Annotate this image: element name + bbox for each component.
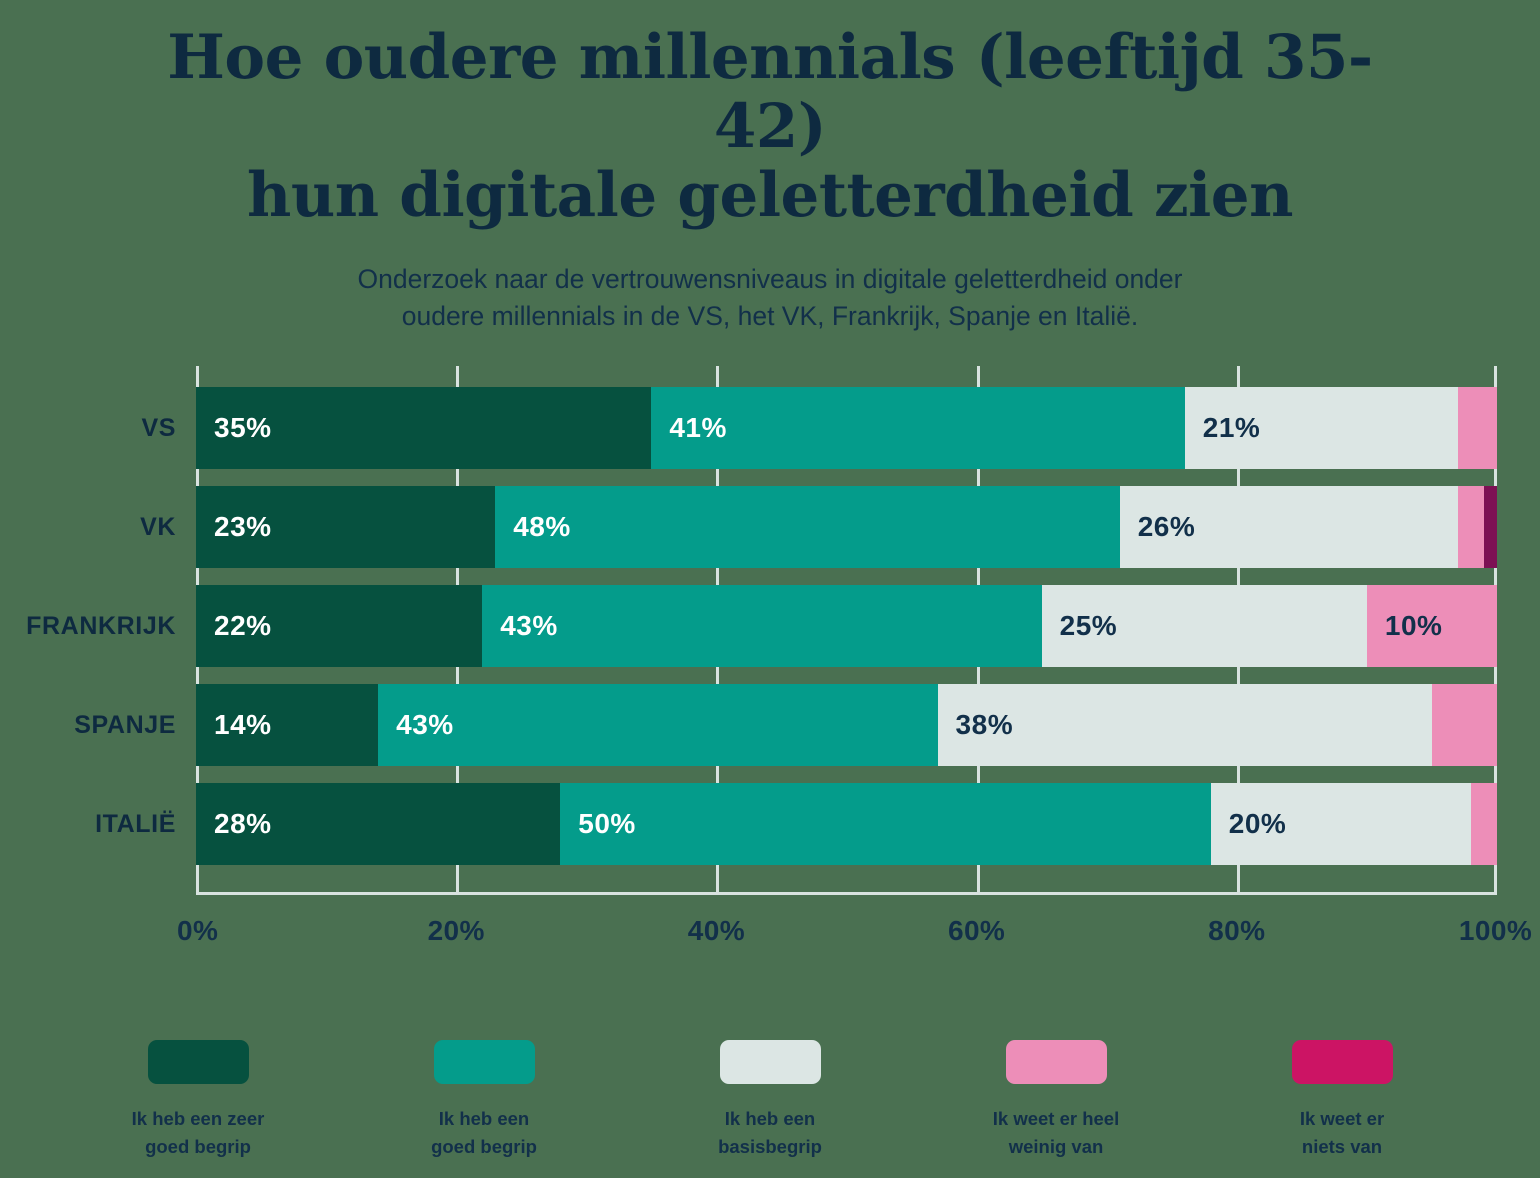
page-title: Hoe oudere millennials (leeftijd 35-42) … xyxy=(167,22,1373,231)
legend-label: Ik weet er heel weinig van xyxy=(992,1108,1120,1157)
bar-segment: 10% xyxy=(1366,585,1497,667)
x-tick-label: 100% xyxy=(1458,915,1533,946)
x-tick-label: 0% xyxy=(177,915,219,946)
bar-value-label: 50% xyxy=(578,808,636,839)
row-label-italië: ITALIË xyxy=(95,810,176,838)
legend-item[interactable]: Ik weet er niets van xyxy=(1260,1040,1425,1161)
bar-segment: 25% xyxy=(1041,585,1367,667)
legend-swatch-icon xyxy=(719,1040,821,1084)
bar-segment xyxy=(1470,783,1497,865)
bar-segment: 23% xyxy=(196,486,496,568)
legend-item[interactable]: Ik weet er heel weinig van xyxy=(974,1040,1139,1161)
bar-rows: VS 35% 41% 21% VK 23% 48% 26% FRANKRIJK 22% 43% 25%… xyxy=(26,366,1497,895)
bar-value-label: 20% xyxy=(1228,808,1287,839)
legend-swatch-icon xyxy=(147,1040,249,1084)
bar-value-label: 43% xyxy=(396,709,454,740)
bar-value-label: 43% xyxy=(500,610,558,641)
bar-segment: 28% xyxy=(196,783,561,865)
bar-value-label: 26% xyxy=(1137,511,1196,542)
legend-item[interactable]: Ik heb een zeer goed begrip xyxy=(116,1040,281,1161)
bar-segment: 48% xyxy=(495,486,1120,568)
legend-item[interactable]: Ik heb een goed begrip xyxy=(402,1040,567,1161)
bar-value-label: 14% xyxy=(214,709,272,740)
legend-label: Ik heb een basisbegrip xyxy=(718,1108,822,1157)
bar-value-label: 10% xyxy=(1384,610,1443,641)
bar-value-label: 23% xyxy=(214,511,272,542)
bar-segment: 38% xyxy=(937,684,1432,766)
chart-plot-area: VS 35% 41% 21% VK 23% 48% 26% FRANKRIJK 22% 43% 25%… xyxy=(0,366,1540,896)
legend-swatch-icon xyxy=(1005,1040,1107,1084)
x-tick-label: 80% xyxy=(1208,915,1266,946)
legend-item[interactable]: Ik heb een basisbegrip xyxy=(688,1040,853,1161)
row-label-vs: VS xyxy=(141,414,176,442)
bar-segment xyxy=(1457,486,1484,568)
chart-subtitle: Onderzoek naar de vertrouwensniveaus in … xyxy=(357,263,1183,332)
row-label-frankrijk: FRANKRIJK xyxy=(26,612,176,640)
chart-legend: Ik heb een zeer goed begrip Ik heb een go… xyxy=(0,1040,1540,1161)
legend-label: Ik heb een zeer goed begrip xyxy=(131,1108,265,1157)
legend-swatch-icon xyxy=(433,1040,535,1084)
bar-row: ITALIË 28% 50% 20% xyxy=(95,783,1497,865)
bar-segment: 41% xyxy=(651,387,1185,469)
bar-value-label: 35% xyxy=(214,412,272,443)
bar-segment xyxy=(1457,387,1497,469)
x-tick-label: 60% xyxy=(947,915,1006,946)
bar-segment xyxy=(1483,486,1497,568)
legend-label: Ik heb een goed begrip xyxy=(431,1108,537,1157)
legend-swatch-icon xyxy=(1291,1040,1393,1084)
bar-segment: 26% xyxy=(1119,486,1458,568)
bar-row: VS 35% 41% 21% xyxy=(141,387,1497,469)
bar-value-label: 38% xyxy=(955,709,1014,740)
bar-value-label: 21% xyxy=(1202,412,1261,443)
bar-value-label: 28% xyxy=(214,808,272,839)
bar-segment: 21% xyxy=(1184,387,1458,469)
bar-segment: 43% xyxy=(378,684,938,766)
row-label-vk: VK xyxy=(140,513,176,541)
chart-header: Hoe oudere millennials (leeftijd 35-42) … xyxy=(0,0,1540,336)
bar-segment: 35% xyxy=(196,387,652,469)
legend-label: Ik weet er niets van xyxy=(1299,1108,1385,1157)
x-axis-ticks: 0% 20% 40% 60% 80% 100% xyxy=(0,915,1540,965)
bar-value-label: 22% xyxy=(214,610,272,641)
row-label-spanje: SPANJE xyxy=(74,711,176,739)
x-tick-label: 40% xyxy=(687,915,746,946)
bar-row: FRANKRIJK 22% 43% 25% 10% xyxy=(26,585,1497,667)
bar-value-label: 48% xyxy=(513,511,571,542)
bar-segment: 22% xyxy=(196,585,483,667)
bar-segment: 50% xyxy=(560,783,1211,865)
bar-segment: 20% xyxy=(1210,783,1471,865)
bar-segment: 43% xyxy=(482,585,1042,667)
bar-value-label: 25% xyxy=(1059,610,1118,641)
bar-segment: 14% xyxy=(196,684,379,766)
bar-row: SPANJE 14% 43% 38% xyxy=(74,684,1497,766)
bar-row: VK 23% 48% 26% xyxy=(140,486,1497,568)
bar-value-label: 41% xyxy=(669,412,727,443)
x-tick-label: 20% xyxy=(427,915,485,946)
bar-segment xyxy=(1431,684,1497,766)
